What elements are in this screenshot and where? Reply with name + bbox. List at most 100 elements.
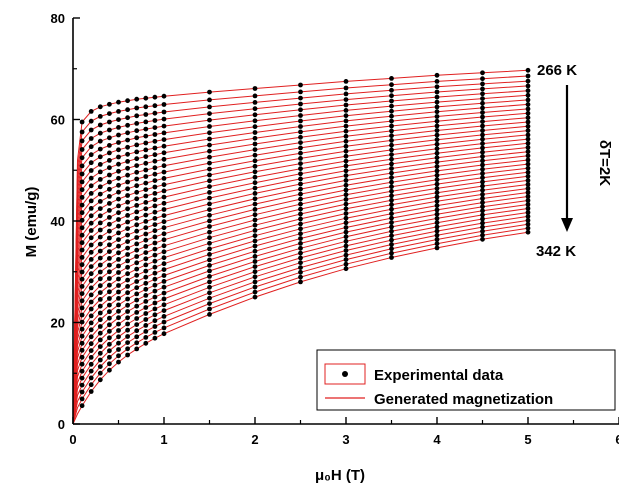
tick-labels-layer: 0123456020406080 — [51, 11, 619, 447]
data-point — [79, 202, 85, 208]
data-point — [143, 206, 149, 212]
data-point — [389, 246, 394, 252]
data-point — [116, 328, 121, 333]
data-point — [207, 166, 212, 172]
data-point — [88, 109, 94, 114]
data-point — [88, 228, 94, 233]
data-point — [525, 132, 531, 138]
data-point — [298, 206, 303, 212]
data-point — [97, 269, 103, 275]
data-point — [252, 238, 258, 244]
data-point — [525, 110, 531, 116]
data-point — [143, 112, 149, 117]
data-point — [143, 104, 149, 110]
data-point — [88, 220, 94, 226]
data-point — [525, 102, 531, 107]
data-point — [116, 230, 121, 236]
data-point — [389, 156, 394, 162]
data-point — [434, 114, 440, 119]
data-point — [207, 279, 212, 285]
data-point — [116, 168, 121, 174]
data-point — [252, 233, 258, 239]
data-point — [134, 266, 140, 272]
y-tick-label: 20 — [51, 316, 65, 331]
data-point — [525, 210, 531, 215]
data-point — [480, 110, 485, 115]
data-point — [434, 168, 440, 174]
data-point — [207, 212, 212, 218]
data-point — [116, 359, 121, 365]
data-point — [389, 82, 394, 88]
data-point — [134, 156, 140, 162]
data-point — [252, 147, 258, 153]
data-point — [152, 294, 158, 300]
data-point — [525, 194, 531, 199]
data-point — [79, 340, 85, 346]
data-point — [434, 203, 440, 209]
data-point — [161, 207, 167, 212]
data-point — [125, 264, 130, 270]
data-point — [525, 178, 531, 183]
data-point — [152, 216, 158, 221]
markers-layer — [79, 67, 531, 409]
data-point — [480, 183, 485, 189]
data-point — [298, 140, 303, 146]
data-point — [97, 297, 103, 302]
data-point — [389, 224, 394, 230]
data-point — [143, 268, 149, 274]
data-point — [88, 306, 94, 312]
data-point — [143, 95, 149, 101]
data-point — [143, 286, 149, 292]
data-point — [152, 324, 158, 329]
data-point — [389, 255, 394, 260]
data-point — [389, 108, 394, 114]
data-point — [107, 269, 112, 275]
data-point — [88, 249, 94, 255]
data-point — [252, 135, 258, 141]
data-point — [97, 227, 103, 233]
data-point — [343, 192, 349, 198]
data-point — [389, 103, 394, 109]
data-point — [161, 296, 167, 302]
data-point — [252, 152, 258, 158]
data-point — [252, 243, 258, 249]
data-point — [79, 119, 85, 125]
data-point — [88, 355, 94, 360]
data-point — [116, 289, 121, 295]
data-point — [389, 233, 394, 239]
data-point — [161, 143, 167, 149]
data-point — [161, 225, 167, 231]
data-point — [298, 216, 303, 222]
data-point — [134, 279, 140, 284]
data-point — [116, 283, 121, 288]
data-point — [480, 100, 485, 106]
data-point — [434, 172, 440, 178]
data-point — [298, 274, 303, 280]
data-point — [207, 306, 212, 312]
data-point — [252, 294, 258, 300]
data-point — [434, 245, 440, 251]
y-tick-label: 0 — [58, 417, 65, 432]
data-point — [134, 149, 140, 155]
data-point — [525, 202, 531, 207]
data-point — [480, 96, 485, 101]
data-point — [125, 122, 130, 128]
data-point — [116, 203, 121, 209]
data-point — [480, 154, 485, 159]
data-point — [480, 119, 485, 124]
data-point — [143, 126, 149, 132]
data-point — [97, 310, 103, 316]
data-point — [525, 145, 531, 150]
data-point — [152, 288, 158, 294]
data-point — [298, 226, 303, 232]
data-point — [125, 239, 130, 245]
data-point — [298, 211, 303, 217]
data-point — [252, 222, 258, 228]
data-point — [389, 250, 394, 256]
data-point — [389, 242, 394, 247]
data-point — [125, 226, 130, 232]
data-point — [88, 257, 94, 262]
data-point — [252, 86, 258, 91]
data-point — [143, 200, 149, 205]
